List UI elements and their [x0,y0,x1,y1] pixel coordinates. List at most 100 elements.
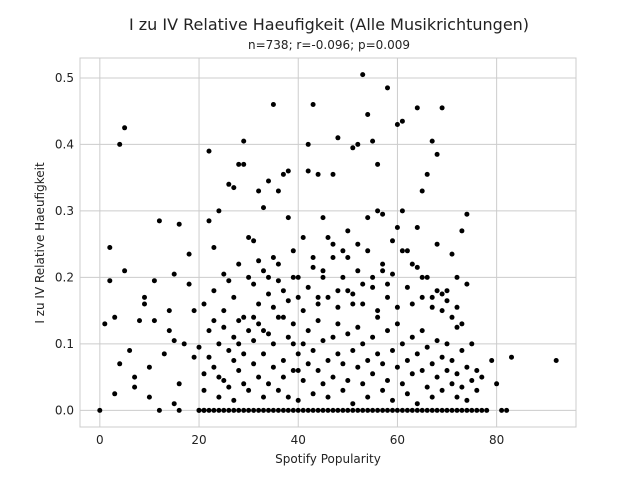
data-point [449,251,455,257]
data-point [236,407,242,413]
data-point [464,407,470,413]
data-point [340,407,346,413]
data-point [414,264,420,270]
data-point [176,381,182,387]
data-point [390,397,395,403]
data-point [280,288,286,294]
data-point [196,344,202,350]
data-point [454,274,460,280]
data-point [300,407,306,413]
data-point [504,407,510,413]
data-point [325,407,331,413]
data-point [444,298,450,304]
data-point [489,358,495,363]
data-point [275,387,281,393]
data-point [459,228,465,234]
data-point [459,384,465,390]
data-point [246,274,252,280]
data-point [330,171,336,177]
data-point [330,334,336,340]
data-point [315,368,321,373]
data-point [236,261,242,267]
data-point [280,407,286,413]
data-point [270,341,276,347]
data-point [290,248,296,254]
data-point [226,407,232,413]
data-point [419,294,425,300]
data-point [216,374,222,380]
data-point [285,215,291,221]
y-tick-label: 0.4 [55,137,74,151]
data-point [290,368,296,373]
data-point [370,138,376,144]
data-point [156,218,162,224]
data-point [275,278,281,284]
data-point [355,141,361,147]
data-point [161,351,167,357]
data-point [246,235,252,240]
data-point [365,358,371,363]
data-point [270,102,276,107]
data-point [365,394,371,400]
data-point [290,407,296,413]
data-point [350,407,356,413]
data-point [221,271,227,277]
data-point [270,364,276,370]
data-point [231,334,237,340]
x-tick-label: 60 [390,433,405,447]
data-point [305,328,311,334]
data-point [315,294,321,300]
data-point [256,188,262,194]
data-point [251,281,257,287]
data-point [360,301,366,307]
data-point [285,394,291,400]
data-point [112,391,118,397]
data-point [439,291,445,297]
data-point [310,348,316,353]
data-points [97,72,559,413]
data-point [394,304,400,310]
data-point [226,348,232,353]
data-point [380,407,386,413]
data-point [315,301,321,307]
data-point [360,407,366,413]
data-point [236,341,242,347]
data-point [300,378,306,383]
data-point [206,328,212,334]
x-tick-label: 80 [489,433,504,447]
data-point [370,274,376,280]
data-point [419,368,425,373]
data-point [256,258,262,264]
data-point [414,225,420,230]
data-point [385,281,390,287]
plot-frame [79,57,577,428]
data-point [300,235,306,240]
data-point [375,208,381,214]
data-point [484,407,490,413]
data-point [464,211,470,217]
data-point [266,178,271,184]
data-point [553,358,559,363]
data-point [499,407,505,413]
data-point [360,72,366,78]
data-point [330,407,336,413]
data-point [295,294,301,300]
data-point [424,407,430,413]
data-point [320,274,326,280]
data-point [434,338,440,344]
data-point [404,284,410,290]
data-point [201,407,207,413]
data-point [390,238,395,244]
data-point [275,314,281,320]
data-point [221,308,227,314]
data-point [439,105,445,111]
data-point [241,381,247,387]
data-point [414,351,420,357]
y-tick-label: 0.0 [55,403,74,417]
data-point [156,407,162,413]
data-point [261,268,266,274]
data-point [181,341,187,347]
data-point [112,314,118,320]
data-point [464,397,470,403]
